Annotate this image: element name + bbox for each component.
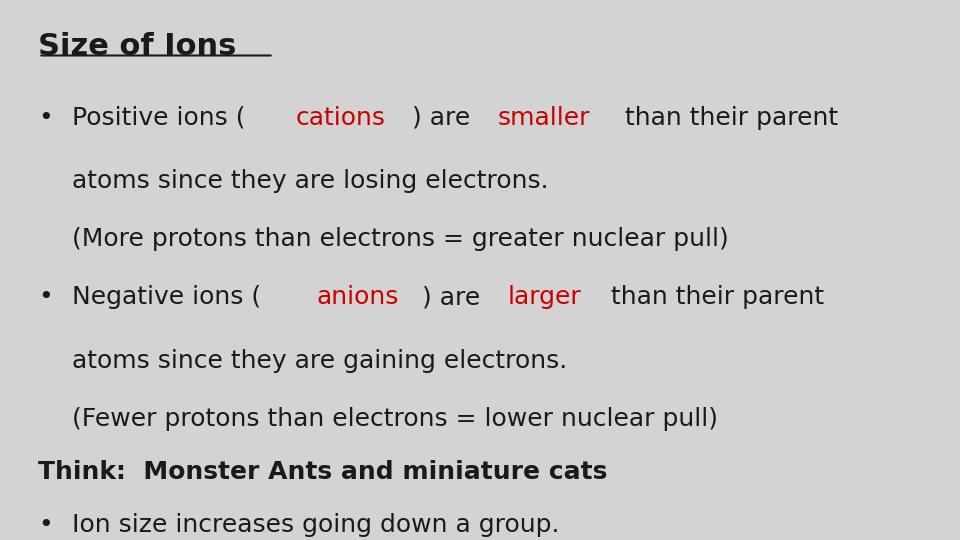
Text: atoms since they are losing electrons.: atoms since they are losing electrons.	[72, 169, 548, 193]
Text: atoms since they are gaining electrons.: atoms since they are gaining electrons.	[72, 349, 567, 373]
Text: Ion size increases going down a group.: Ion size increases going down a group.	[72, 512, 560, 537]
Text: •: •	[38, 106, 53, 130]
Text: (More protons than electrons = greater nuclear pull): (More protons than electrons = greater n…	[72, 227, 729, 251]
Text: (Fewer protons than electrons = lower nuclear pull): (Fewer protons than electrons = lower nu…	[72, 407, 718, 431]
Text: larger: larger	[508, 285, 582, 309]
Text: anions: anions	[316, 285, 398, 309]
Text: Think:  Monster Ants and miniature cats: Think: Monster Ants and miniature cats	[38, 460, 608, 484]
Text: Negative ions (: Negative ions (	[72, 285, 261, 309]
Text: smaller: smaller	[497, 106, 590, 130]
Text: than their parent: than their parent	[603, 285, 824, 309]
Text: Size of Ions: Size of Ions	[38, 32, 237, 60]
Text: cations: cations	[296, 106, 386, 130]
Text: •: •	[38, 285, 53, 309]
Text: Positive ions (: Positive ions (	[72, 106, 246, 130]
Text: ) are: ) are	[422, 285, 489, 309]
Text: than their parent: than their parent	[617, 106, 838, 130]
Text: •: •	[38, 512, 53, 537]
Text: ) are: ) are	[412, 106, 478, 130]
